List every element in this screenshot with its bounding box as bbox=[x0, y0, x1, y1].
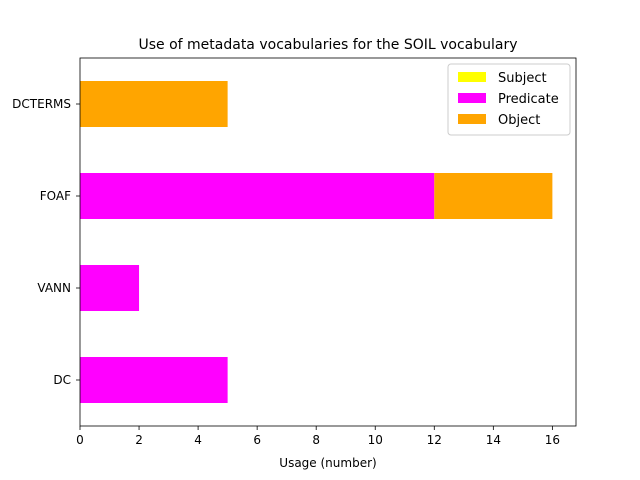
y-tick-label: DC bbox=[53, 373, 71, 387]
y-tick-label: VANN bbox=[37, 281, 71, 295]
x-axis-label: Usage (number) bbox=[279, 456, 376, 470]
bars-layer bbox=[80, 81, 553, 403]
legend-swatch-subject bbox=[458, 72, 486, 82]
chart-title: Use of metadata vocabularies for the SOI… bbox=[138, 37, 517, 53]
axes-layer: 0 2 4 6 8 10 12 14 16 DC VANN FOAF DCTERMS bbox=[12, 57, 577, 447]
plot-frame bbox=[79, 57, 577, 427]
y-tick-label: FOAF bbox=[40, 189, 71, 203]
x-tick-label: 0 bbox=[76, 433, 84, 447]
x-tick-label: 12 bbox=[427, 433, 442, 447]
legend-label-subject: Subject bbox=[498, 71, 547, 86]
legend-swatch-object bbox=[458, 114, 486, 124]
x-tick-label: 2 bbox=[135, 433, 143, 447]
x-tick-label: 4 bbox=[194, 433, 202, 447]
bar-vann-predicate bbox=[80, 265, 140, 311]
legend-swatch-predicate bbox=[458, 93, 486, 103]
x-tick-label: 14 bbox=[486, 433, 501, 447]
bar-foaf-predicate bbox=[80, 173, 435, 219]
legend-label-predicate: Predicate bbox=[498, 92, 559, 107]
x-tick-label: 10 bbox=[368, 433, 383, 447]
x-tick-label: 8 bbox=[312, 433, 320, 447]
x-tick-label: 16 bbox=[545, 433, 560, 447]
bar-dc-predicate bbox=[80, 357, 228, 403]
x-tick-label: 6 bbox=[253, 433, 261, 447]
bar-foaf-object bbox=[434, 173, 553, 219]
legend: Subject Predicate Object bbox=[447, 63, 571, 136]
bar-dcterms-object bbox=[80, 81, 228, 127]
y-tick-label: DCTERMS bbox=[12, 97, 71, 111]
legend-label-object: Object bbox=[498, 113, 540, 128]
